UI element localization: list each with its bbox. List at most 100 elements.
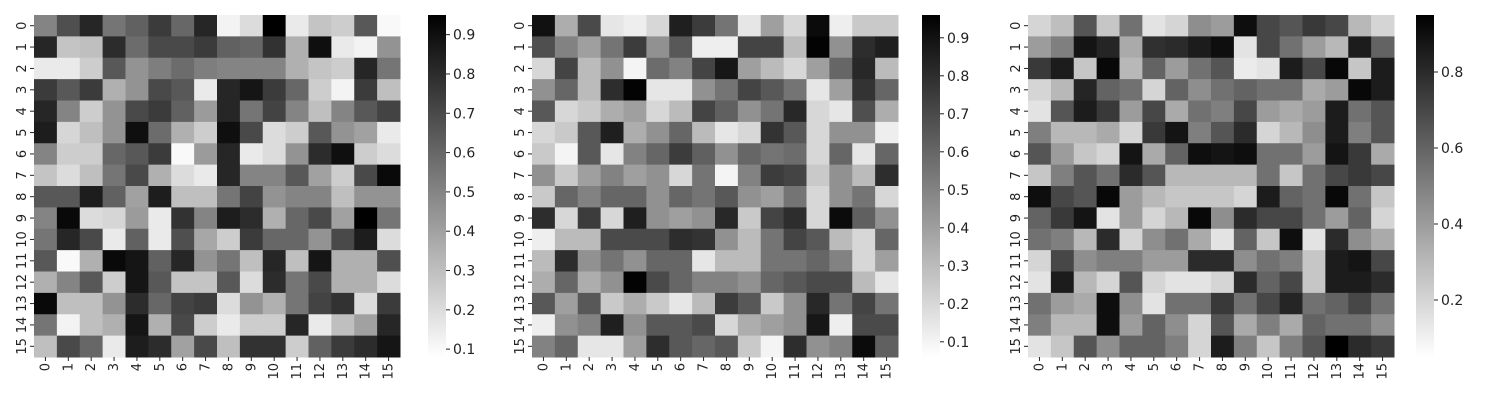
heatmap-cell [262,143,287,166]
heatmap-cell [102,36,127,59]
heatmap-cell [715,164,739,187]
heatmap-cell [623,207,647,230]
heatmap-cell [148,164,172,187]
y-tick-label: 13 [1009,295,1024,312]
heatmap-cell [1119,100,1143,123]
heatmap-cell [125,314,149,337]
heatmap-cell [377,314,401,337]
colorbar-tick-label: 0.7 [453,106,475,122]
heatmap-cell [875,143,899,166]
heatmap-cell [1096,271,1121,294]
heatmap-cell [760,207,785,230]
heatmap-cell [669,57,693,80]
heatmap-cell [125,335,149,358]
colorbar-tick-label: 0.8 [947,69,969,85]
heatmap-cell [554,100,579,123]
heatmap-cell [308,292,332,315]
heatmap-cell [783,79,808,102]
heatmap-cell [1165,186,1189,208]
heatmap-cell [692,143,716,166]
heatmap-cell [646,164,670,187]
heatmap-cell [1348,36,1372,59]
heatmap-cell [875,121,899,144]
heatmap-cell [1233,57,1258,80]
heatmap-cell [577,121,602,144]
heatmap-cell [577,79,602,102]
heatmap-cell [79,207,104,230]
heatmap-cell [623,335,647,358]
heatmap-cell [1302,186,1326,208]
heatmap-cell [1050,100,1075,123]
heatmap-cell [1142,292,1166,315]
heatmap-cell [34,314,58,337]
heatmap-cell [829,314,853,337]
heatmap-cell [354,164,378,187]
heatmap-cell [1325,228,1349,251]
heatmap-cell [806,250,830,273]
heatmap-cell [102,292,127,315]
heatmap-cell [171,121,195,144]
heatmap-cell [737,228,762,251]
y-tick-label: 7 [513,171,528,179]
heatmap-cell [669,121,693,144]
y-tick-label: 1 [513,43,528,51]
x-tick-label: 13 [1330,363,1345,380]
heatmap-cell [1073,250,1098,273]
heatmap-cell [217,36,241,59]
heatmap-cell [34,271,58,294]
colorbar-tick-label: 0.4 [1441,217,1463,233]
heatmap-cell [1256,121,1281,144]
y-tick-label: 12 [513,274,528,291]
heatmap-cell [692,314,716,337]
heatmap-cell [829,228,853,251]
heatmap-cell [34,335,58,358]
heatmap-cell [554,121,579,144]
heatmap-cell [577,36,602,59]
heatmap-cell [760,121,785,144]
heatmap-cell [737,314,762,337]
heatmap-cell [34,36,58,59]
heatmap-cell [600,79,625,102]
heatmap-cell [1119,164,1143,187]
heatmap-cell [852,207,876,230]
heatmap-cell [79,57,104,80]
heatmap-cell [715,271,739,294]
heatmap-cell [646,143,670,166]
heatmap-cell [1211,57,1235,80]
heatmap-cell [1142,100,1166,123]
heatmap-cell [1073,271,1098,294]
x-tick-label: 2 [84,363,99,371]
heatmap-cell [875,36,899,59]
heatmap-cell [1096,335,1121,358]
heatmap-cell [852,15,876,37]
heatmap-cell [623,292,647,315]
heatmap-cell [239,121,264,144]
heatmap-cell [737,57,762,80]
heatmap-cell [79,121,104,144]
heatmap-cell [646,292,670,315]
heatmap-cell [331,335,355,358]
heatmap-cell [331,100,355,123]
y-tick-label: 14 [15,317,30,334]
heatmap-cell [148,15,172,37]
heatmap-cell [125,292,149,315]
heatmap-cell [1165,292,1189,315]
heatmap-cell [102,186,127,208]
heatmap-cell [217,314,241,337]
heatmap-cell [715,143,739,166]
heatmap-cell [1371,79,1395,102]
heatmap-cell [623,36,647,59]
heatmap-cell [1073,15,1098,37]
x-tick-label: 2 [1078,363,1093,371]
heatmap-cell [34,15,58,37]
heatmap-cell [262,207,287,230]
heatmap-cell [125,15,149,37]
heatmap-cell [194,121,218,144]
y-tick-label: 11 [15,253,30,270]
heatmap-cell [646,228,670,251]
heatmap-cell [377,335,401,358]
x-tick-label: 6 [674,363,689,371]
heatmap-cell [217,143,241,166]
heatmap-cell [692,250,716,273]
colorbar [428,15,446,357]
